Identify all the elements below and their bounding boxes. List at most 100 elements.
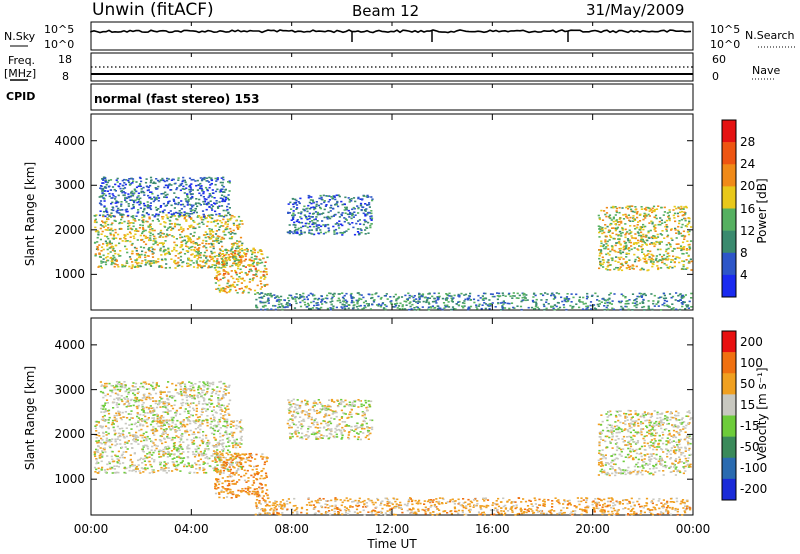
power-cell	[624, 236, 627, 239]
power-cell	[315, 228, 318, 230]
velocity-cell	[122, 462, 125, 464]
power-cell	[237, 228, 240, 230]
power-cell	[642, 302, 645, 304]
power-cell	[318, 307, 321, 310]
power-cell	[545, 301, 548, 303]
velocity-cell	[247, 493, 250, 495]
power-cell	[133, 192, 136, 194]
power-cell	[234, 269, 237, 272]
power-cell	[103, 193, 106, 195]
power-cell	[497, 302, 500, 305]
power-cell	[367, 212, 370, 214]
power-cell	[234, 289, 238, 292]
power-cell	[214, 203, 217, 205]
power-cell	[638, 220, 642, 222]
power-cell	[216, 237, 220, 239]
power-cell	[183, 216, 187, 219]
power-cell	[287, 231, 290, 234]
power-cell	[311, 216, 314, 218]
power-cell	[229, 219, 232, 221]
power-cell	[370, 196, 373, 198]
velocity-cell	[197, 385, 201, 387]
power-cell	[687, 307, 690, 309]
velocity-cell	[113, 468, 116, 470]
power-cell	[195, 202, 198, 204]
power-cell	[667, 252, 670, 255]
velocity-cell	[226, 484, 229, 487]
power-cell	[185, 219, 188, 221]
power-cell	[284, 306, 288, 308]
power-cell	[123, 182, 126, 184]
velocity-cell	[175, 412, 178, 415]
power-cell	[357, 196, 360, 199]
velocity-cell	[173, 437, 177, 439]
power-cell	[131, 199, 134, 201]
velocity-cell	[154, 444, 157, 447]
power-cell	[225, 227, 228, 229]
power-cell	[675, 243, 678, 245]
power-cell	[229, 250, 232, 252]
power-cell	[202, 234, 206, 236]
power-cell	[252, 261, 255, 264]
power-cell	[646, 269, 649, 272]
velocity-cell	[231, 455, 234, 458]
power-cell	[292, 212, 295, 215]
velocity-cell	[158, 456, 161, 458]
power-cell	[236, 224, 239, 227]
velocity-cell	[265, 458, 268, 460]
power-cell	[222, 238, 225, 240]
power-cell	[650, 293, 653, 295]
power-cell	[225, 264, 228, 266]
power-cell	[199, 182, 202, 185]
power-cell	[663, 304, 666, 307]
power-cell	[312, 225, 315, 228]
power-cell	[641, 240, 644, 243]
power-cell	[499, 309, 503, 311]
power-cell	[149, 237, 152, 239]
power-cell	[628, 229, 631, 232]
power-cell	[581, 301, 584, 303]
power-cell	[604, 239, 607, 241]
velocity-cell	[239, 490, 242, 492]
power-cell	[257, 262, 260, 265]
power-cell	[144, 235, 147, 238]
power-cell	[307, 194, 310, 197]
power-cell	[437, 292, 440, 295]
velocity-cell	[202, 434, 205, 437]
power-cell	[93, 221, 96, 223]
power-cell	[328, 292, 331, 294]
velocity-cell	[168, 423, 171, 426]
power-cell	[190, 249, 193, 251]
velocity-cell	[204, 457, 207, 459]
velocity-region	[99, 380, 232, 423]
power-cell	[156, 187, 159, 190]
power-cell	[431, 305, 434, 307]
power-cell	[137, 192, 140, 195]
power-cell	[683, 238, 686, 240]
power-cell	[668, 293, 672, 295]
power-cell	[215, 278, 219, 280]
power-cell	[96, 229, 99, 232]
power-cell	[344, 206, 347, 209]
power-cell	[111, 215, 114, 217]
power-cell	[104, 228, 107, 231]
power-cell	[522, 294, 525, 296]
power-cell	[196, 263, 200, 266]
power-cell	[225, 271, 228, 273]
power-cell	[682, 214, 685, 216]
power-cell	[323, 200, 326, 202]
velocity-cell	[115, 471, 118, 474]
power-cell	[297, 212, 300, 214]
velocity-cell	[205, 437, 208, 439]
power-cell	[677, 243, 680, 245]
velocity-cell	[221, 477, 224, 479]
power-cell	[137, 198, 140, 201]
power-cell	[629, 241, 633, 244]
power-cell	[647, 231, 650, 234]
power-cell	[648, 222, 651, 224]
power-cell	[661, 255, 664, 258]
velocity-cell	[174, 399, 177, 402]
power-cell	[141, 250, 144, 253]
power-cell	[149, 265, 153, 267]
power-cell	[631, 309, 634, 311]
